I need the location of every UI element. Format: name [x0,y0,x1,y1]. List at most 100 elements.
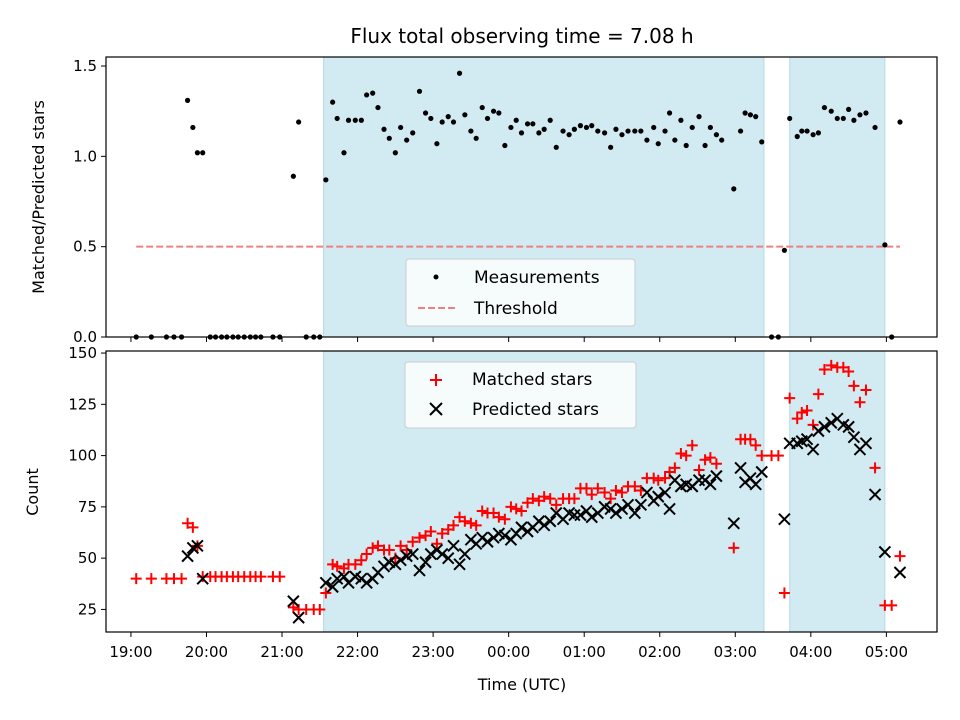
matched-star-point [610,484,622,496]
y-tick-label-count: 125 [68,395,97,413]
measurement-point [536,130,542,136]
measurement-point [422,110,429,116]
predicted-star-point [704,478,717,491]
measurement-point [625,128,631,134]
measurement-point [468,128,474,134]
measurement-point [882,242,888,248]
matched-star-point [176,573,188,585]
predicted-star-point [628,506,642,520]
predicted-star-point [326,580,339,594]
measurement-point [190,124,196,131]
x-tick-label: 03:00 [714,643,757,661]
measurement-point [889,334,895,340]
measurement-point [133,334,139,340]
legend-count: Matched stars Predicted stars [404,361,637,429]
y-tick-label-ratio: 1.0 [73,147,97,165]
legend-predicted-label: Predicted stars [472,400,599,420]
measurement-point [290,173,296,179]
predicted-star-point [749,478,762,491]
measurement-point [651,124,657,131]
measurement-point [235,334,241,340]
matched-star-point [372,540,384,552]
predicted-star-point [543,515,557,528]
measurement-point [200,150,206,156]
matched-star-point [349,558,361,570]
legend-measurements-marker [433,274,439,280]
measurement-point [258,334,264,340]
predicted-star-point [515,521,528,534]
measurement-point [566,132,572,138]
matched-star-point [659,472,671,484]
measurement-point [863,110,869,116]
predicted-star-point [878,545,892,559]
measurement-point [330,99,336,105]
y-axis-label-ratio: Matched/Predicted stars [29,100,48,294]
measurement-point [613,126,619,132]
measurement-point [370,90,376,96]
measurement-point [171,334,177,340]
y-axis-label-count: Count [23,468,42,516]
matched-star-point [860,384,872,396]
legend-count-box [404,361,637,429]
measurement-point [840,115,846,122]
matched-star-point [818,363,830,375]
matched-star-point [255,571,267,583]
predicted-star-point [727,517,740,530]
predicted-star-point [406,547,419,561]
matched-star-point [470,519,482,531]
matched-star-point [801,404,813,416]
predicted-star-point [453,558,466,571]
measurement-point [787,115,793,122]
measurement-point [799,128,805,134]
measurement-point [644,137,650,143]
matched-star-point [145,573,157,585]
y-tick-label-count: 150 [68,344,97,362]
measurement-point [148,334,154,340]
predicted-star-point [181,549,194,563]
predicted-star-point [330,572,344,585]
measurement-point [434,141,440,147]
measurement-point [296,119,302,125]
measurement-point [163,334,170,340]
measurement-point [398,124,404,131]
measurement-point [781,247,787,253]
predicted-star-point [447,539,460,553]
shaded-interval-ratio-1 [789,56,886,338]
measurement-point [410,130,416,136]
chart-title: Flux total observing time = 7.08 h [350,24,693,48]
axes-frame-ratio [105,56,938,338]
measurement-point [638,128,644,134]
predicted-star-point [609,506,623,520]
measurement-point [815,130,821,136]
measurement-point [577,123,584,129]
measurement-point [194,150,201,156]
x-tick-label: 23:00 [411,643,454,661]
predicted-star-point [710,469,723,483]
matched-star-point [505,501,517,513]
predicted-star-point [574,508,587,522]
matched-star-point [848,380,860,392]
measurement-point [345,117,352,123]
matched-star-point [772,450,784,462]
measurement-point [696,114,702,120]
measurement-point [508,124,514,131]
predicted-star-point [319,576,333,589]
y-tick-label-count: 50 [78,549,97,567]
measurement-point [530,121,536,127]
count-panel: 25 50 75 100 125 150 19:00 20:00 21:00 22:00 23:00… [68,344,938,661]
measurement-point [897,119,903,125]
legend-ratio: Measurements Threshold [405,258,636,327]
matched-star-point [807,419,819,431]
matched-star-point [680,450,692,462]
x-tick-label: 05:00 [865,643,908,661]
predicted-star-point [652,490,665,503]
predicted-star-point [287,595,300,608]
predicted-star-point [458,547,472,561]
predicted-star-point [585,510,598,524]
measurement-point [404,137,410,143]
measurement-point [702,142,708,149]
x-tick-label: 00:00 [487,643,530,661]
predicted-star-point [337,570,351,583]
matched-star-point [756,450,768,462]
measurement-point [524,121,531,127]
